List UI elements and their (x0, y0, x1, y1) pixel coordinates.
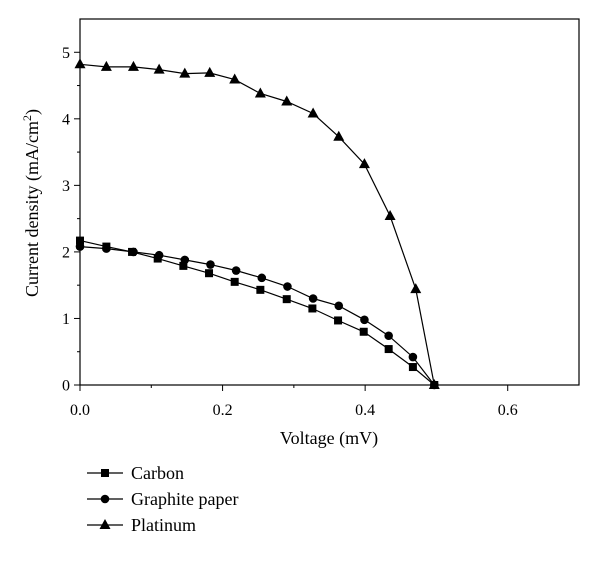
data-point-graphite-paper (154, 250, 164, 260)
legend-item-graphite-paper: Graphite paper (87, 489, 238, 509)
data-point-graphite-paper (408, 352, 418, 362)
legend-marker-carbon (101, 469, 109, 477)
data-point-graphite-paper (102, 244, 111, 253)
x-tick-label: 0.6 (498, 402, 518, 419)
series-line-graphite-paper (79, 246, 435, 386)
data-point-platinum (229, 73, 241, 84)
data-point-platinum (384, 209, 396, 220)
data-point-carbon (256, 285, 265, 294)
x-tick-label: 0.2 (213, 402, 233, 419)
y-axis-title: Current density (mA/cm2) (20, 109, 43, 297)
data-point-graphite-paper (257, 273, 267, 283)
data-point-graphite-paper (334, 301, 344, 311)
legend-marker-platinum (99, 519, 111, 529)
y-axis-title-superscript: 2 (20, 115, 34, 121)
data-point-carbon (282, 295, 291, 304)
legend-label: Carbon (131, 463, 184, 483)
y-axis: 0 1 2 3 4 5 (62, 45, 80, 395)
data-point-platinum (410, 283, 422, 294)
data-point-platinum (428, 379, 440, 389)
data-point-graphite-paper (75, 242, 85, 251)
data-point-platinum (307, 107, 319, 118)
data-point-carbon (359, 327, 368, 336)
legend-label: Graphite paper (131, 489, 238, 509)
y-tick-label: 4 (62, 111, 70, 128)
legend-label: Platinum (131, 515, 196, 535)
data-point-graphite-paper (180, 255, 190, 265)
x-axis-title: Voltage (mV) (280, 428, 378, 449)
series-line-platinum (79, 63, 435, 386)
y-tick-label: 2 (62, 244, 70, 261)
series-platinum (74, 58, 440, 389)
data-point-carbon (230, 277, 239, 286)
series-carbon (76, 236, 439, 389)
data-point-platinum (153, 63, 165, 74)
data-point-platinum (358, 158, 370, 169)
series-line-carbon (79, 240, 435, 386)
data-point-platinum (179, 67, 191, 78)
legend-item-carbon: Carbon (87, 463, 184, 483)
y-tick-label: 1 (62, 311, 70, 328)
data-point-carbon (205, 269, 214, 278)
x-tick-label: 0.4 (355, 402, 375, 419)
plot-frame (79, 18, 580, 386)
series-graphite-paper (75, 242, 439, 390)
data-point-graphite-paper (206, 260, 215, 269)
data-point-graphite-paper (231, 266, 241, 275)
data-point-platinum (74, 58, 86, 69)
series-layer (74, 58, 440, 390)
data-point-platinum (333, 130, 345, 141)
data-point-platinum (127, 60, 139, 71)
data-point-platinum (281, 95, 293, 106)
data-point-graphite-paper (384, 331, 393, 341)
data-point-carbon (408, 363, 417, 372)
legend-item-platinum: Platinum (87, 515, 196, 535)
data-point-graphite-paper (308, 294, 318, 303)
legend: Carbon Graphite paper Platinum (87, 463, 238, 535)
data-point-platinum (100, 60, 112, 71)
data-point-carbon (334, 316, 343, 325)
data-point-platinum (254, 87, 266, 98)
x-axis: 0.0 0.2 0.4 0.6 (70, 385, 518, 419)
data-point-graphite-paper (129, 247, 138, 257)
data-point-carbon (308, 304, 317, 313)
x-tick-label: 0.0 (70, 402, 90, 419)
y-tick-label: 3 (62, 178, 70, 195)
legend-marker-graphite-paper (100, 494, 110, 504)
y-tick-label: 5 (62, 45, 70, 62)
y-tick-label: 0 (62, 378, 70, 395)
data-point-carbon (179, 261, 188, 270)
data-point-carbon (384, 345, 393, 354)
data-point-carbon (76, 236, 84, 245)
data-point-graphite-paper (360, 315, 369, 325)
data-point-graphite-paper (283, 282, 292, 291)
data-point-platinum (204, 66, 216, 77)
